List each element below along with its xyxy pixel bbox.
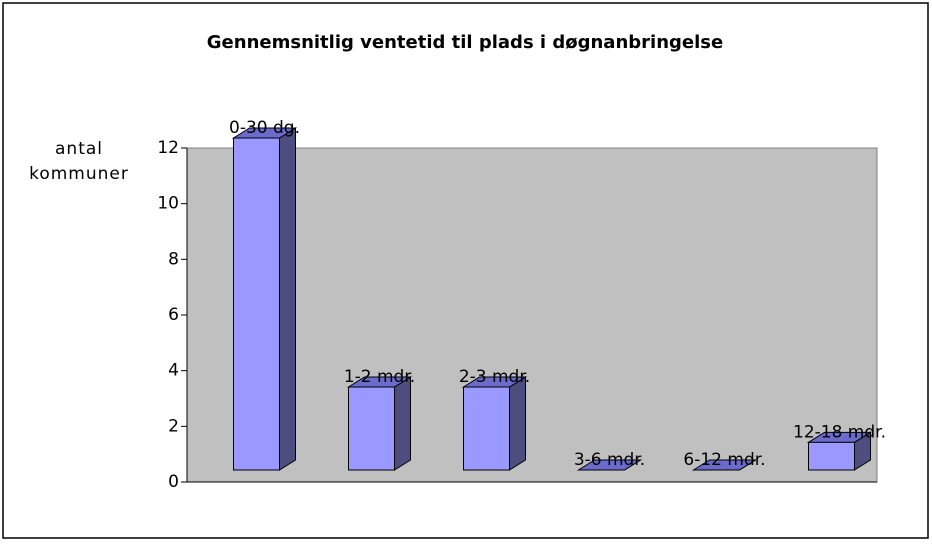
data-label: 1-2 mdr. [344, 367, 415, 387]
bar-front [233, 137, 280, 471]
y-tick-label: 0 [168, 472, 179, 492]
data-label: 0-30 dg. [229, 118, 300, 138]
bar-front [348, 386, 395, 471]
data-label: 12-18 mdr. [793, 422, 886, 442]
bar [691, 459, 758, 471]
data-label: 6-12 mdr. [683, 450, 765, 470]
y-tick-label: 10 [157, 194, 179, 214]
y-axis-label: antal kommuner [29, 139, 129, 184]
bar [346, 376, 413, 471]
bar-side [394, 376, 411, 471]
y-tick-label: 8 [168, 249, 179, 269]
bar-front [463, 386, 510, 471]
y-tick-label: 6 [168, 305, 179, 325]
bar [576, 459, 643, 471]
bar [461, 376, 528, 471]
bar-top [576, 459, 643, 471]
data-label: 3-6 mdr. [574, 450, 645, 470]
data-label: 2-3 mdr. [459, 367, 530, 387]
y-tick-label: 12 [157, 138, 179, 158]
bar [231, 127, 298, 471]
bar-top [691, 459, 758, 471]
bar-side [509, 376, 526, 471]
y-tick-label: 4 [168, 361, 179, 381]
bar [806, 431, 873, 471]
bar-front [808, 441, 855, 471]
y-tick-label: 2 [168, 416, 179, 436]
bar-side [279, 127, 296, 471]
plot-area [186, 147, 878, 483]
chart-title: Gennemsnitlig ventetid til plads i døgna… [207, 32, 723, 53]
